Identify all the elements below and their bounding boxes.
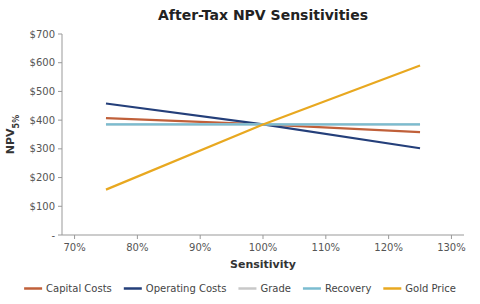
y-tick [58,62,62,63]
legend-swatch [303,287,321,290]
legend-swatch [383,287,401,290]
legend-item: Operating Costs [124,283,227,294]
y-tick-label: $500 [30,86,55,97]
y-tick-label: $700 [30,29,55,40]
legend-label: Recovery [325,283,371,294]
legend-item: Gold Price [383,283,456,294]
y-tick [58,120,62,121]
x-axis: 70% 80% 90% 100% 110% 120% 130% [63,235,465,253]
legend-label: Gold Price [405,283,456,294]
y-tick [58,34,62,35]
y-tick-label: $100 [30,201,55,212]
legend-item: Capital Costs [24,283,112,294]
x-tick [388,235,389,239]
y-axis-label: NPV5% [4,115,21,154]
y-tick-label: $600 [30,57,55,68]
chart: Capital Costs Operating Costs Grade Recover… [0,0,480,304]
y-tick [58,206,62,207]
series-line [106,66,420,190]
legend: Capital Costs Operating Costs Grade Recover… [24,283,456,294]
y-tick-label: $400 [30,115,55,126]
y-axis-line [62,34,63,235]
y-tick-label: - [51,230,55,241]
y-tick-label: $300 [30,143,55,154]
x-tick-label: 90% [189,242,211,253]
x-tick [325,235,326,239]
legend-swatch [124,287,142,290]
x-tick-label: 80% [126,242,148,253]
x-tick [137,235,138,239]
x-tick-label: 70% [63,242,85,253]
legend-swatch [238,287,256,290]
x-tick [451,235,452,239]
x-tick-label: 100% [249,242,278,253]
title: After-Tax NPV Sensitivities [158,7,368,23]
y-tick [58,235,62,236]
plot-area [106,66,420,190]
y-axis: - $100 $200 $300 $400 $500 $600 $700 [30,29,62,241]
x-tick [263,235,264,239]
x-tick-label: 110% [312,242,341,253]
series-line [106,103,420,148]
legend-item: Recovery [303,283,371,294]
legend-item: Grade [238,283,291,294]
x-tick [74,235,75,239]
legend-swatch [24,287,42,290]
y-tick [58,148,62,149]
x-tick-label: 120% [374,242,403,253]
x-tick [200,235,201,239]
legend-label: Grade [260,283,291,294]
x-tick-label: 130% [437,242,466,253]
y-tick [58,177,62,178]
y-tick [58,91,62,92]
legend-label: Capital Costs [46,283,112,294]
x-axis-label: Sensitivity [230,258,296,271]
legend-label: Operating Costs [146,283,227,294]
y-tick-label: $200 [30,172,55,183]
